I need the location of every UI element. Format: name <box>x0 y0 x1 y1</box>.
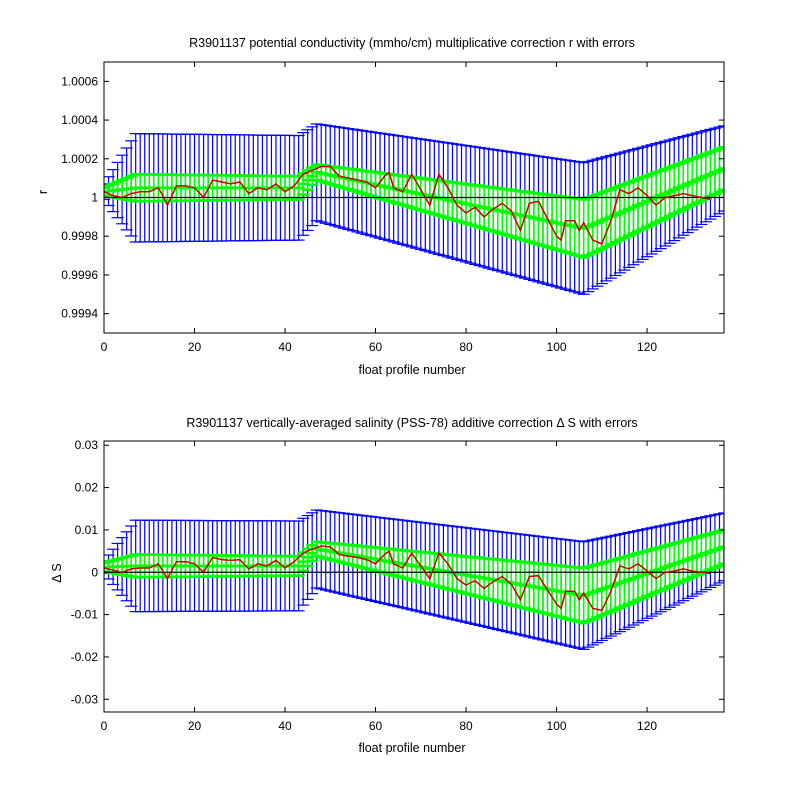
y-tick-label: 1 <box>91 191 98 205</box>
y-tick-label: 1.0004 <box>61 113 98 127</box>
y-axis-label: r <box>36 190 50 194</box>
x-tick-label: 80 <box>459 719 473 733</box>
chart-title: R3901137 potential conductivity (mmho/cm… <box>189 36 635 50</box>
y-tick-label: -0.02 <box>71 650 99 664</box>
y-tick-label: 0.01 <box>75 523 99 537</box>
x-tick-label: 0 <box>101 719 108 733</box>
correction-line <box>104 165 711 245</box>
x-tick-label: 80 <box>459 340 473 354</box>
y-tick-label: -0.01 <box>71 608 99 622</box>
x-tick-label: 100 <box>547 719 567 733</box>
y-tick-label: 0 <box>91 565 98 579</box>
x-tick-label: 0 <box>101 340 108 354</box>
x-tick-label: 20 <box>188 340 202 354</box>
y-axis-label: Δ S <box>50 563 64 582</box>
x-tick-label: 60 <box>369 340 383 354</box>
x-tick-label: 120 <box>637 719 657 733</box>
plot-content <box>104 123 724 295</box>
axes-frame <box>103 440 725 713</box>
y-tick-label: 1.0002 <box>61 152 98 166</box>
correction-line <box>104 545 711 612</box>
chart-title: R3901137 vertically-averaged salinity (P… <box>186 416 637 430</box>
y-tick-label: 0.03 <box>75 438 99 452</box>
panel-conductivity-correction: R3901137 potential conductivity (mmho/cm… <box>36 36 725 377</box>
y-tick-label: 0.9998 <box>61 229 98 243</box>
y-tick-label: 0.02 <box>75 481 99 495</box>
plot-area-r: 0 20 40 60 80 100 120 0.9994 0.9996 0.9998 1 1.0002… <box>61 61 725 354</box>
plot-area-delta-s: 0 20 40 60 80 100 120 -0.03 -0.02 -0.01 0 0.01 0.02 0… <box>71 438 725 733</box>
plot-content <box>104 509 724 650</box>
panel-salinity-correction: R3901137 vertically-averaged salinity (P… <box>50 416 725 755</box>
x-axis-label: float profile number <box>358 363 465 377</box>
inner-error-bars <box>104 528 724 625</box>
y-tick-label: 0.9996 <box>61 268 98 282</box>
y-tick-label: 0.9994 <box>61 307 98 321</box>
x-tick-label: 40 <box>278 340 292 354</box>
y-tick-label: 1.0006 <box>61 74 98 88</box>
y-tick-label: -0.03 <box>71 692 99 706</box>
x-tick-label: 20 <box>188 719 202 733</box>
x-tick-label: 100 <box>547 340 567 354</box>
x-tick-label: 120 <box>637 340 657 354</box>
x-axis-label: float profile number <box>358 741 465 755</box>
x-tick-label: 40 <box>278 719 292 733</box>
x-tick-label: 60 <box>369 719 383 733</box>
